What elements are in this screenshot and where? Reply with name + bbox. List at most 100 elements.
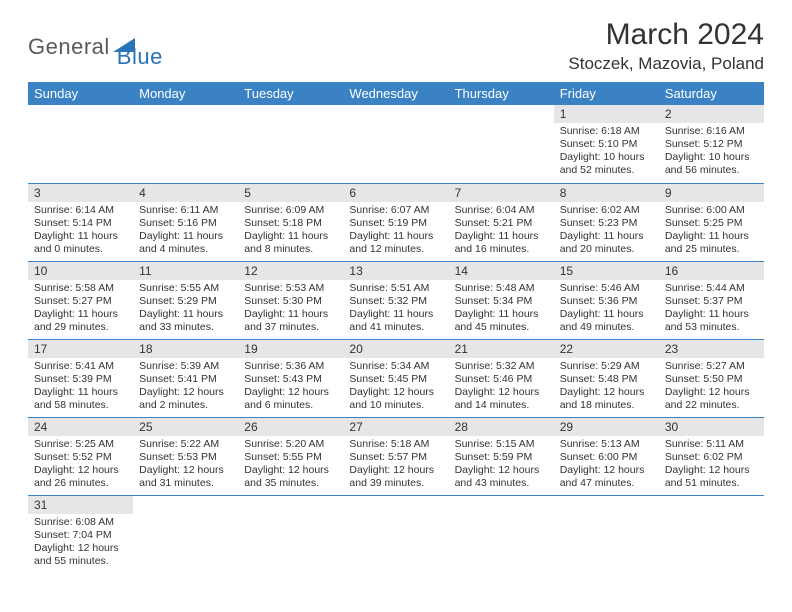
day-number: 13 [343, 262, 448, 280]
daylight-text: and 47 minutes. [560, 477, 653, 490]
day-number: 28 [449, 418, 554, 436]
calendar-cell-empty [133, 495, 238, 573]
logo: General Blue [28, 24, 163, 70]
sunset-text: Sunset: 5:16 PM [139, 217, 232, 230]
calendar-cell: 27Sunrise: 5:18 AMSunset: 5:57 PMDayligh… [343, 417, 448, 495]
day-number: 26 [238, 418, 343, 436]
day-number: 25 [133, 418, 238, 436]
sunrise-text: Sunrise: 5:51 AM [349, 282, 442, 295]
sunset-text: Sunset: 5:32 PM [349, 295, 442, 308]
daylight-text: Daylight: 12 hours [455, 464, 548, 477]
day-header: Thursday [449, 82, 554, 105]
day-number: 19 [238, 340, 343, 358]
sunset-text: Sunset: 5:27 PM [34, 295, 127, 308]
day-number: 17 [28, 340, 133, 358]
daylight-text: Daylight: 11 hours [34, 386, 127, 399]
calendar-cell: 3Sunrise: 6:14 AMSunset: 5:14 PMDaylight… [28, 183, 133, 261]
daylight-text: Daylight: 11 hours [560, 308, 653, 321]
calendar-cell: 7Sunrise: 6:04 AMSunset: 5:21 PMDaylight… [449, 183, 554, 261]
day-number: 1 [554, 105, 659, 123]
sunset-text: Sunset: 5:18 PM [244, 217, 337, 230]
calendar-cell: 10Sunrise: 5:58 AMSunset: 5:27 PMDayligh… [28, 261, 133, 339]
daylight-text: and 25 minutes. [665, 243, 758, 256]
day-details: Sunrise: 5:34 AMSunset: 5:45 PMDaylight:… [343, 358, 448, 417]
daylight-text: and 4 minutes. [139, 243, 232, 256]
day-details: Sunrise: 5:11 AMSunset: 6:02 PMDaylight:… [659, 436, 764, 495]
sunrise-text: Sunrise: 6:16 AM [665, 125, 758, 138]
day-number: 30 [659, 418, 764, 436]
daylight-text: and 43 minutes. [455, 477, 548, 490]
day-number: 9 [659, 184, 764, 202]
sunrise-text: Sunrise: 5:29 AM [560, 360, 653, 373]
daylight-text: Daylight: 12 hours [665, 386, 758, 399]
daylight-text: and 2 minutes. [139, 399, 232, 412]
calendar-row: 3Sunrise: 6:14 AMSunset: 5:14 PMDaylight… [28, 183, 764, 261]
day-number: 15 [554, 262, 659, 280]
daylight-text: and 41 minutes. [349, 321, 442, 334]
day-details: Sunrise: 5:51 AMSunset: 5:32 PMDaylight:… [343, 280, 448, 339]
sunset-text: Sunset: 5:52 PM [34, 451, 127, 464]
day-details: Sunrise: 6:07 AMSunset: 5:19 PMDaylight:… [343, 202, 448, 261]
sunset-text: Sunset: 6:00 PM [560, 451, 653, 464]
calendar-cell: 2Sunrise: 6:16 AMSunset: 5:12 PMDaylight… [659, 105, 764, 183]
day-header: Saturday [659, 82, 764, 105]
calendar-cell-empty [343, 495, 448, 573]
daylight-text: and 20 minutes. [560, 243, 653, 256]
day-number: 29 [554, 418, 659, 436]
day-details: Sunrise: 6:02 AMSunset: 5:23 PMDaylight:… [554, 202, 659, 261]
calendar-cell: 20Sunrise: 5:34 AMSunset: 5:45 PMDayligh… [343, 339, 448, 417]
sunrise-text: Sunrise: 5:32 AM [455, 360, 548, 373]
calendar-cell: 30Sunrise: 5:11 AMSunset: 6:02 PMDayligh… [659, 417, 764, 495]
sunset-text: Sunset: 6:02 PM [665, 451, 758, 464]
calendar-row: 31Sunrise: 6:08 AMSunset: 7:04 PMDayligh… [28, 495, 764, 573]
daylight-text: Daylight: 11 hours [34, 308, 127, 321]
calendar-cell: 4Sunrise: 6:11 AMSunset: 5:16 PMDaylight… [133, 183, 238, 261]
sunset-text: Sunset: 5:48 PM [560, 373, 653, 386]
daylight-text: Daylight: 12 hours [139, 386, 232, 399]
daylight-text: and 49 minutes. [560, 321, 653, 334]
sunset-text: Sunset: 5:12 PM [665, 138, 758, 151]
day-details: Sunrise: 6:00 AMSunset: 5:25 PMDaylight:… [659, 202, 764, 261]
daylight-text: Daylight: 11 hours [244, 230, 337, 243]
day-details: Sunrise: 6:08 AMSunset: 7:04 PMDaylight:… [28, 514, 133, 573]
sunrise-text: Sunrise: 6:07 AM [349, 204, 442, 217]
sunrise-text: Sunrise: 5:36 AM [244, 360, 337, 373]
sunset-text: Sunset: 5:21 PM [455, 217, 548, 230]
sunrise-text: Sunrise: 6:02 AM [560, 204, 653, 217]
sunset-text: Sunset: 5:39 PM [34, 373, 127, 386]
header: General Blue March 2024 Stoczek, Mazovia… [28, 18, 764, 74]
calendar-cell: 28Sunrise: 5:15 AMSunset: 5:59 PMDayligh… [449, 417, 554, 495]
calendar-cell: 21Sunrise: 5:32 AMSunset: 5:46 PMDayligh… [449, 339, 554, 417]
daylight-text: and 53 minutes. [665, 321, 758, 334]
day-number: 12 [238, 262, 343, 280]
calendar-cell: 6Sunrise: 6:07 AMSunset: 5:19 PMDaylight… [343, 183, 448, 261]
day-number: 5 [238, 184, 343, 202]
location-text: Stoczek, Mazovia, Poland [568, 54, 764, 74]
sunset-text: Sunset: 5:59 PM [455, 451, 548, 464]
daylight-text: and 33 minutes. [139, 321, 232, 334]
day-number: 11 [133, 262, 238, 280]
daylight-text: Daylight: 12 hours [665, 464, 758, 477]
calendar-cell-empty [659, 495, 764, 573]
day-details: Sunrise: 5:53 AMSunset: 5:30 PMDaylight:… [238, 280, 343, 339]
calendar-cell: 23Sunrise: 5:27 AMSunset: 5:50 PMDayligh… [659, 339, 764, 417]
day-details: Sunrise: 5:22 AMSunset: 5:53 PMDaylight:… [133, 436, 238, 495]
day-number: 2 [659, 105, 764, 123]
page-title: March 2024 [568, 18, 764, 52]
day-details: Sunrise: 6:04 AMSunset: 5:21 PMDaylight:… [449, 202, 554, 261]
day-details: Sunrise: 5:36 AMSunset: 5:43 PMDaylight:… [238, 358, 343, 417]
calendar-cell-empty [238, 495, 343, 573]
daylight-text: and 37 minutes. [244, 321, 337, 334]
day-details: Sunrise: 5:15 AMSunset: 5:59 PMDaylight:… [449, 436, 554, 495]
calendar-cell: 18Sunrise: 5:39 AMSunset: 5:41 PMDayligh… [133, 339, 238, 417]
daylight-text: Daylight: 11 hours [665, 230, 758, 243]
sunrise-text: Sunrise: 5:25 AM [34, 438, 127, 451]
daylight-text: and 14 minutes. [455, 399, 548, 412]
calendar-cell: 17Sunrise: 5:41 AMSunset: 5:39 PMDayligh… [28, 339, 133, 417]
sunset-text: Sunset: 5:34 PM [455, 295, 548, 308]
logo-text-blue: Blue [117, 44, 163, 70]
sunset-text: Sunset: 5:37 PM [665, 295, 758, 308]
calendar-cell: 14Sunrise: 5:48 AMSunset: 5:34 PMDayligh… [449, 261, 554, 339]
sunrise-text: Sunrise: 5:15 AM [455, 438, 548, 451]
calendar-cell: 16Sunrise: 5:44 AMSunset: 5:37 PMDayligh… [659, 261, 764, 339]
